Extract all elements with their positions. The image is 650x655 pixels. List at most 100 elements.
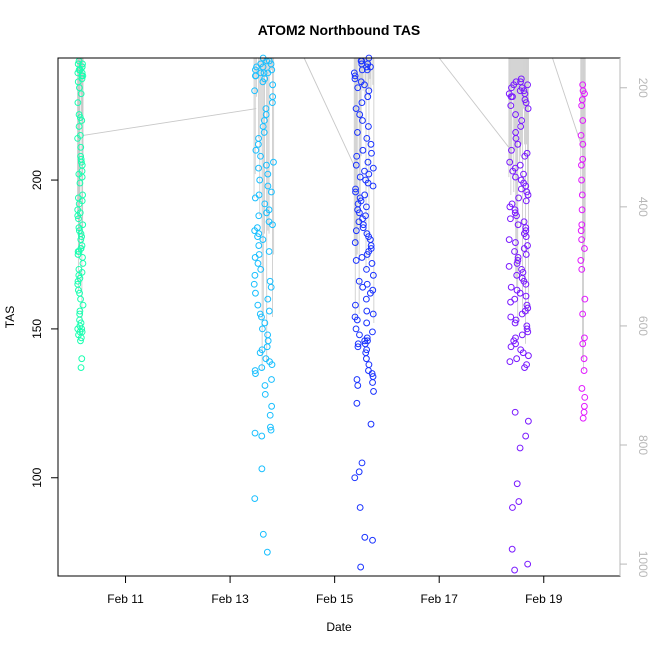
data-point bbox=[579, 340, 587, 348]
data-point bbox=[355, 209, 363, 217]
data-point bbox=[522, 251, 530, 258]
data-point bbox=[77, 337, 84, 345]
data-point bbox=[578, 191, 586, 199]
data-point bbox=[523, 325, 531, 333]
data-point bbox=[577, 257, 585, 264]
data-point bbox=[254, 140, 262, 148]
data-point bbox=[513, 480, 521, 488]
data-point bbox=[522, 197, 530, 205]
data-point bbox=[257, 152, 264, 160]
data-point bbox=[515, 194, 523, 202]
data-point bbox=[264, 337, 272, 345]
data-point bbox=[581, 245, 588, 252]
y-axis-label: TAS bbox=[3, 306, 17, 328]
data-point bbox=[251, 271, 259, 279]
y-tick-label: 100 bbox=[30, 467, 44, 487]
data-point bbox=[516, 289, 524, 297]
data-point bbox=[511, 248, 518, 255]
data-point bbox=[369, 164, 377, 172]
data-point bbox=[367, 289, 374, 297]
data-point bbox=[352, 105, 360, 113]
data-point bbox=[265, 307, 273, 315]
data-point bbox=[509, 167, 517, 175]
data-point bbox=[261, 391, 269, 398]
data-point bbox=[578, 236, 586, 243]
data-point bbox=[578, 265, 586, 273]
data-point bbox=[263, 209, 271, 217]
data-point bbox=[362, 355, 370, 363]
data-point bbox=[268, 361, 276, 369]
plot-frame bbox=[57, 57, 621, 577]
data-point bbox=[513, 212, 520, 220]
data-point bbox=[365, 170, 373, 178]
data-point bbox=[260, 129, 268, 136]
data-point bbox=[264, 170, 272, 178]
data-point bbox=[509, 93, 516, 101]
profile-trace bbox=[438, 57, 512, 151]
data-point bbox=[264, 182, 272, 190]
data-point bbox=[355, 277, 363, 285]
data-point bbox=[259, 530, 267, 538]
data-point bbox=[255, 164, 262, 172]
y2-tick-label: 1000 bbox=[636, 551, 650, 578]
data-point bbox=[579, 414, 587, 422]
data-point bbox=[579, 140, 587, 148]
data-point bbox=[356, 331, 363, 339]
data-point bbox=[579, 310, 587, 318]
data-point bbox=[367, 242, 375, 249]
data-point bbox=[262, 111, 270, 118]
data-point bbox=[261, 319, 269, 327]
data-point bbox=[75, 123, 83, 130]
data-point bbox=[522, 432, 530, 440]
data-point bbox=[351, 72, 359, 80]
data-point bbox=[523, 188, 531, 196]
data-point bbox=[506, 158, 514, 166]
data-point bbox=[511, 566, 519, 574]
data-point bbox=[77, 143, 85, 151]
profile-trace bbox=[303, 57, 356, 169]
data-point bbox=[352, 325, 360, 333]
data-point bbox=[367, 140, 375, 148]
data-point bbox=[358, 459, 366, 467]
data-point bbox=[364, 158, 372, 166]
x-axis-label: Date bbox=[326, 620, 352, 634]
data-point bbox=[370, 388, 377, 395]
data-point bbox=[356, 173, 364, 181]
data-point bbox=[78, 355, 86, 363]
x-tick-label: Feb 17 bbox=[421, 592, 459, 606]
data-point bbox=[363, 134, 371, 142]
data-point bbox=[256, 349, 264, 357]
data-point bbox=[578, 385, 586, 392]
data-point bbox=[77, 334, 85, 342]
data-point bbox=[507, 313, 515, 321]
data-point bbox=[266, 411, 274, 419]
data-point bbox=[251, 87, 259, 95]
y2-tick-label: 800 bbox=[636, 435, 650, 455]
data-point bbox=[77, 364, 85, 372]
data-point bbox=[259, 78, 267, 86]
data-point bbox=[256, 310, 264, 318]
data-point bbox=[363, 251, 371, 258]
data-point bbox=[580, 367, 588, 374]
data-point bbox=[511, 319, 519, 327]
data-point bbox=[263, 548, 271, 556]
data-point bbox=[270, 158, 277, 166]
data-point bbox=[507, 102, 515, 110]
data-point bbox=[581, 334, 588, 342]
data-point bbox=[506, 358, 514, 366]
data-point bbox=[505, 262, 513, 270]
data-point bbox=[78, 117, 86, 124]
data-point bbox=[351, 239, 359, 246]
y2-tick-label: 200 bbox=[636, 78, 650, 98]
profile-trace bbox=[82, 108, 257, 136]
data-points-layer bbox=[74, 54, 589, 574]
data-point bbox=[507, 298, 514, 306]
data-point bbox=[369, 379, 376, 386]
data-point bbox=[514, 257, 522, 264]
data-point bbox=[79, 72, 87, 80]
data-point bbox=[522, 280, 530, 288]
data-point bbox=[251, 367, 259, 374]
data-point bbox=[513, 260, 521, 267]
data-point bbox=[357, 563, 365, 571]
data-point bbox=[257, 69, 265, 77]
